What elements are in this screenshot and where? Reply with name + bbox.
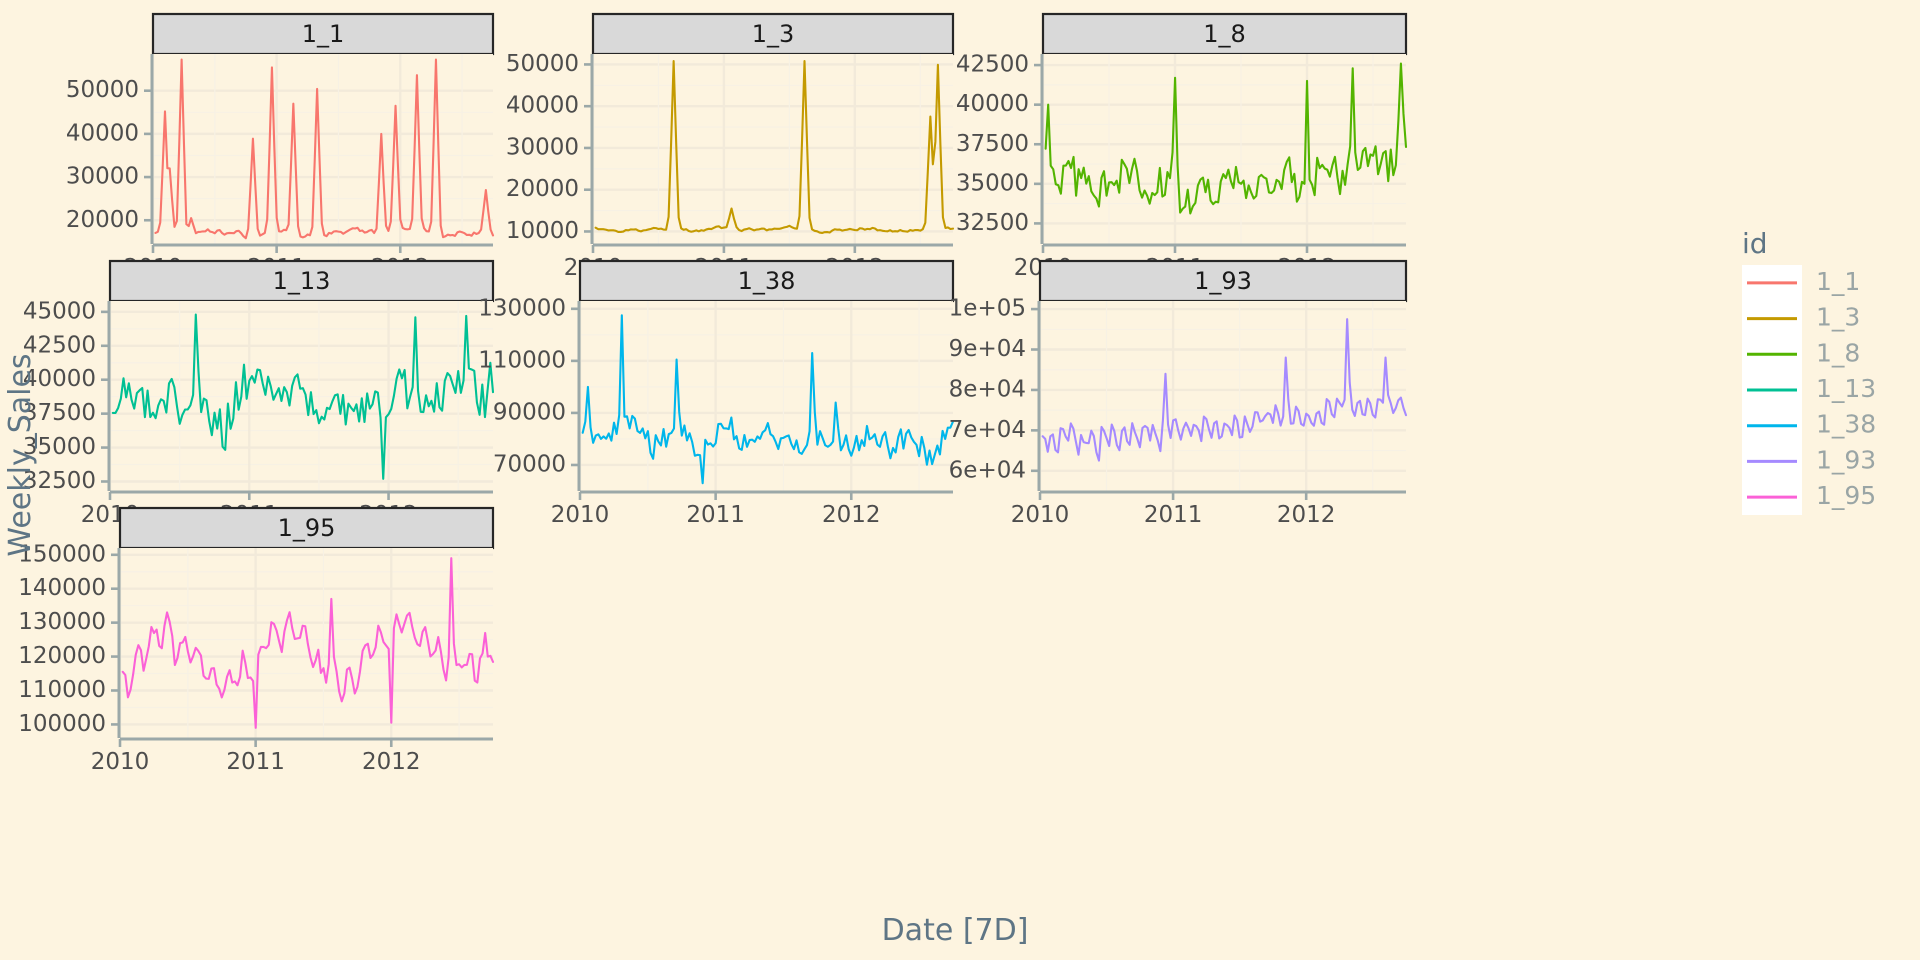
legend-title: id (1742, 227, 1768, 260)
y-tick-label: 40000 (506, 93, 579, 119)
y-tick-label: 130000 (478, 295, 566, 321)
y-tick-label: 150000 (18, 541, 106, 567)
y-tick-label: 7e+04 (949, 417, 1026, 443)
y-axis-title: Weekly_Sales (3, 353, 38, 556)
series-line-1_13 (111, 313, 495, 480)
x-axis-title: Date [7D] (882, 913, 1029, 948)
y-tick-label: 37500 (956, 131, 1029, 157)
x-tick-label: 2012 (362, 749, 421, 775)
y-tick-label: 100000 (18, 711, 106, 737)
x-tick-label: 2010 (551, 502, 610, 528)
y-tick-label: 20000 (66, 207, 139, 233)
facet-panel-1_95: 1_95 100000 110000 120000 130000 140000 150000… (18, 506, 495, 775)
facet-panel-1_1: 1_120000300004000050000201020112012 (66, 12, 495, 281)
facet-strip-label: 1_95 (278, 514, 336, 542)
y-tick-label: 6e+04 (949, 457, 1026, 483)
y-tick-label: 45000 (23, 298, 96, 324)
y-tick-label: 140000 (18, 575, 106, 601)
legend-label-1_1[interactable]: 1_1 (1816, 267, 1860, 296)
y-tick-label: 90000 (493, 399, 566, 425)
y-tick-label: 30000 (506, 134, 579, 160)
y-tick-label: 37500 (23, 400, 96, 426)
facet-strip-label: 1_38 (738, 267, 796, 295)
y-tick-label: 35000 (23, 434, 96, 460)
panel-background (110, 301, 493, 491)
y-tick-label: 8e+04 (949, 376, 1026, 402)
facet-panel-1_3: 1_31000020000300004000050000201020112012 (506, 12, 955, 281)
facet-panel-1_8: 1_83250035000375004000042500201020112012 (956, 12, 1408, 281)
y-tick-label: 32500 (956, 210, 1029, 236)
y-tick-label: 110000 (478, 347, 566, 373)
x-tick-label: 2011 (686, 502, 745, 528)
y-tick-label: 42500 (23, 332, 96, 358)
facet-panel-1_38: 1_38 70000 90000 110000 130000 2010 2011 2012 (478, 259, 955, 528)
y-tick-label: 40000 (956, 91, 1029, 117)
y-tick-label: 50000 (506, 51, 579, 77)
y-tick-label: 1e+05 (949, 296, 1026, 322)
panel-background (153, 54, 493, 244)
panel-background (580, 301, 953, 491)
series-line-1_38 (581, 314, 955, 485)
y-tick-label: 42500 (956, 52, 1029, 78)
y-tick-label: 10000 (506, 218, 579, 244)
y-tick-label: 40000 (23, 366, 96, 392)
legend-label-1_3[interactable]: 1_3 (1816, 303, 1860, 332)
x-tick-label: 2011 (226, 749, 285, 775)
y-tick-label: 70000 (493, 451, 566, 477)
series-line-1_8 (1044, 62, 1408, 215)
series-line-1_1 (154, 58, 495, 240)
legend: id 1_1 1_3 1_8 1_13 1_38 1_93 1_95 (1742, 227, 1876, 515)
facet-strip-label: 1_8 (1203, 20, 1246, 48)
facet-strip-1_1 (151, 12, 495, 56)
legend-label-1_8[interactable]: 1_8 (1816, 338, 1860, 367)
facet-strip-1_8 (1041, 12, 1408, 56)
facet-panel-1_13: 1_13325003500037500400004250045000201020… (23, 259, 495, 528)
legend-label-1_38[interactable]: 1_38 (1816, 410, 1876, 439)
facet-strip-1_3 (591, 12, 955, 56)
facet-strip-1_95 (118, 506, 495, 550)
facet-strip-label: 1_93 (1194, 267, 1252, 295)
facet-strip-label: 1_1 (302, 20, 345, 48)
legend-label-1_93[interactable]: 1_93 (1816, 445, 1876, 474)
x-tick-label: 2010 (1011, 502, 1070, 528)
series-line-1_95 (121, 557, 495, 729)
y-tick-label: 30000 (66, 164, 139, 190)
x-tick-label: 2011 (1144, 502, 1203, 528)
facet-strip-label: 1_3 (752, 20, 795, 48)
x-tick-label: 2012 (1277, 502, 1336, 528)
y-tick-label: 20000 (506, 176, 579, 202)
y-tick-label: 120000 (18, 643, 106, 669)
y-tick-label: 130000 (18, 609, 106, 635)
series-line-1_93 (1041, 318, 1408, 462)
x-tick-label: 2012 (822, 502, 881, 528)
y-tick-label: 40000 (66, 120, 139, 146)
legend-label-1_13[interactable]: 1_13 (1816, 374, 1876, 403)
legend-label-1_95[interactable]: 1_95 (1816, 481, 1876, 510)
y-tick-label: 50000 (66, 77, 139, 103)
y-tick-label: 35000 (956, 170, 1029, 196)
series-line-1_3 (594, 60, 955, 234)
facet-panel-1_93: 1_93 6e+04 7e+04 8e+04 9e+04 1e+05 2010 2011 201… (949, 259, 1408, 528)
facet-strip-1_13 (108, 259, 495, 303)
facet-strip-1_93 (1038, 259, 1408, 303)
x-tick-label: 2010 (91, 749, 150, 775)
y-tick-label: 9e+04 (949, 336, 1026, 362)
panel-background (1043, 54, 1406, 244)
y-tick-label: 110000 (18, 677, 106, 703)
facet-strip-label: 1_13 (273, 267, 331, 295)
y-tick-label: 32500 (23, 468, 96, 494)
